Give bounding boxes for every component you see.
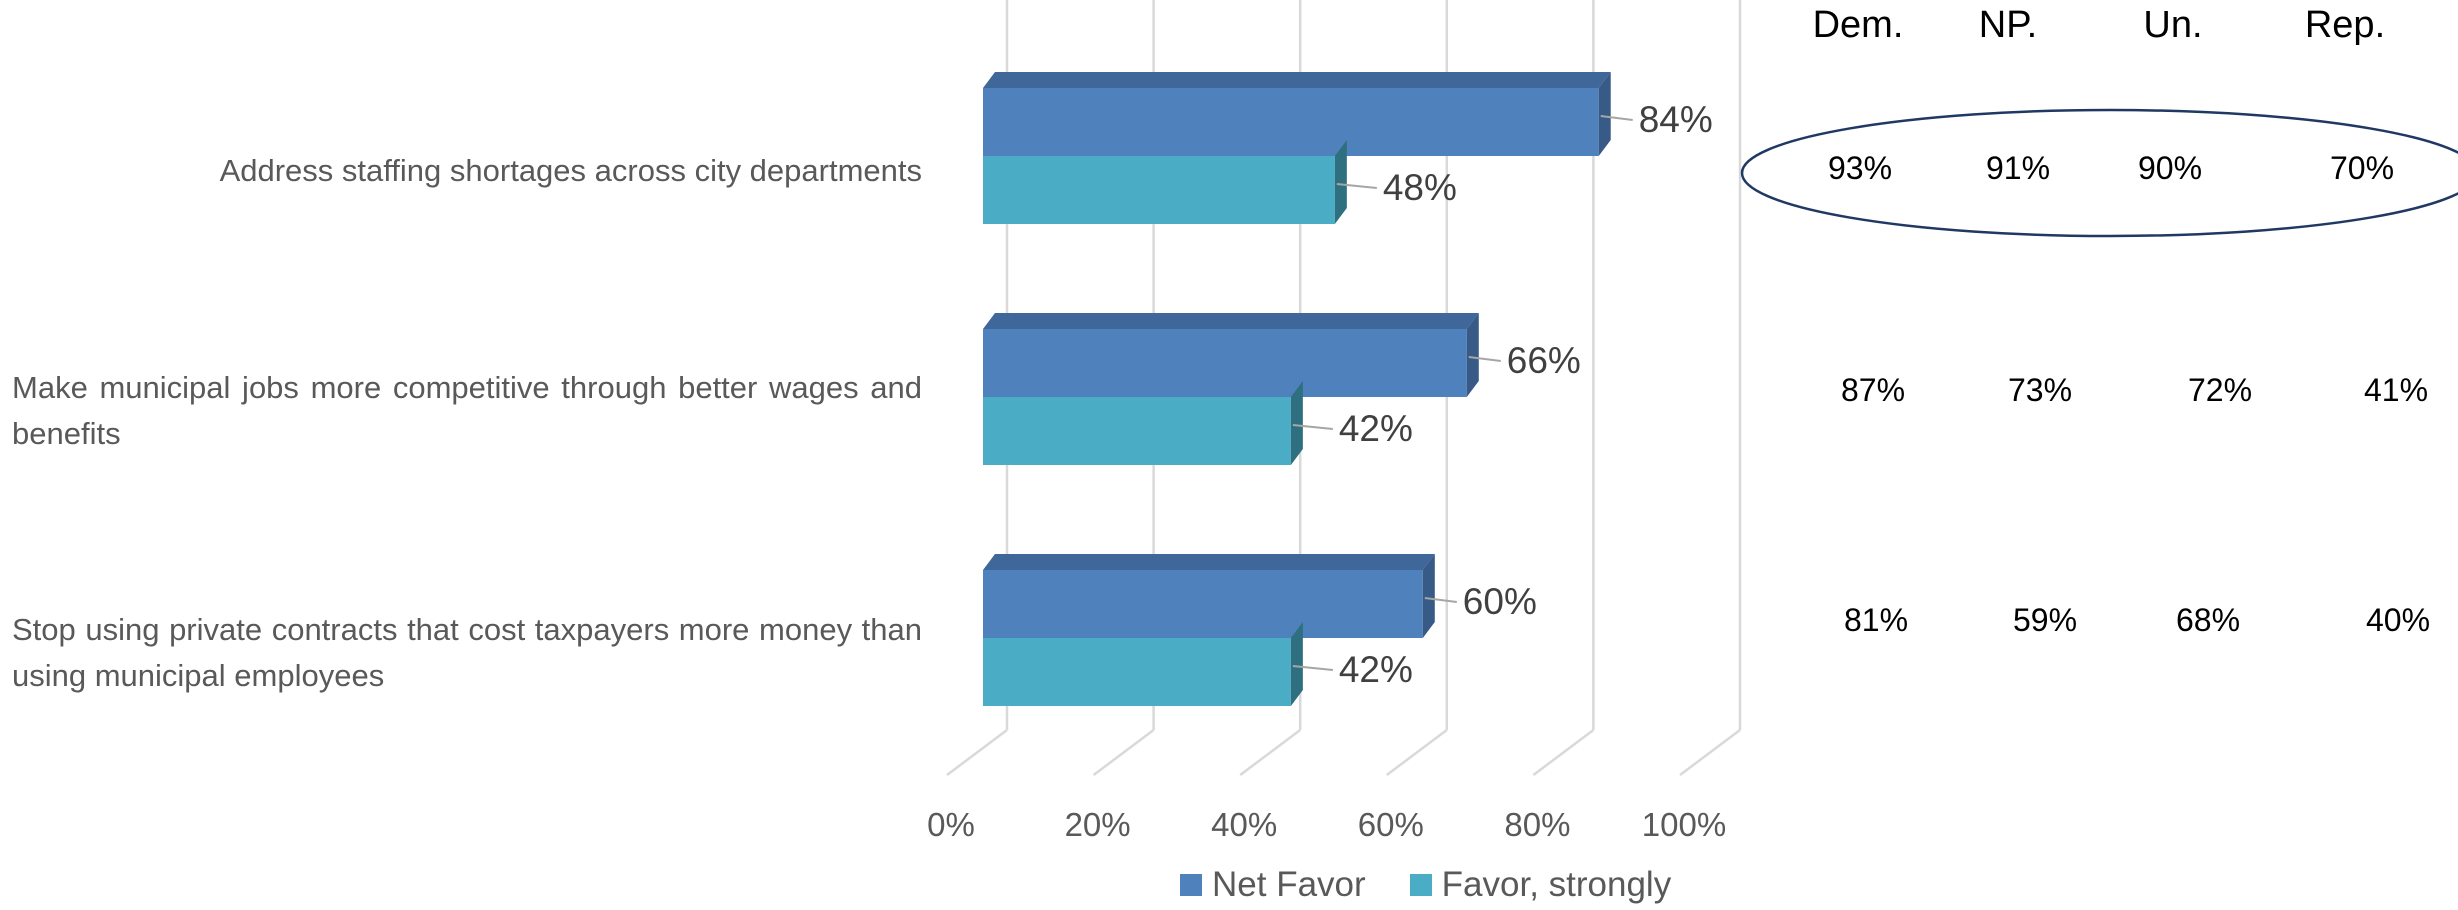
legend-swatch-favor-strongly	[1409, 874, 1432, 896]
bar-side-face	[1290, 381, 1303, 465]
bar-front-face	[983, 638, 1291, 706]
bar-side-face	[1290, 622, 1303, 706]
gridline-floor-2	[1239, 729, 1301, 776]
data-label-net-favor-1: 84%	[1639, 99, 1713, 140]
party-value-r3-np: 59%	[2012, 602, 2078, 638]
x-tick-label-0: 0%	[927, 806, 975, 843]
legend: Net Favor Favor, strongly	[1180, 865, 1671, 905]
category-label-3: Stop using private contracts that cost t…	[12, 612, 922, 693]
bar-net-favor-2	[983, 313, 1479, 397]
bar-favor-strongly-2	[983, 381, 1303, 465]
category-label-1: Address staffing shortages across city d…	[219, 153, 922, 188]
legend-label-favor-strongly: Favor, strongly	[1441, 865, 1672, 904]
leader-line	[1600, 115, 1633, 121]
party-header-dem: Dem.	[1812, 4, 1904, 46]
bar-top-face	[983, 313, 1479, 329]
leader-line	[1424, 597, 1457, 603]
bar-favor-strongly-1	[983, 140, 1347, 224]
data-label-net-favor-3: 60%	[1463, 581, 1537, 622]
legend-swatch-net-favor	[1180, 874, 1202, 896]
legend-label-net-favor: Net Favor	[1212, 865, 1366, 904]
x-tick-label-2: 40%	[1211, 806, 1277, 843]
party-value-r1-dem: 93%	[1827, 150, 1893, 186]
party-value-r3-rep: 40%	[2365, 602, 2431, 638]
highlight-ellipse	[1740, 108, 2458, 238]
bar-side-face	[1422, 554, 1435, 638]
data-label-favor-strongly-2: 42%	[1339, 408, 1413, 449]
bar-top-face	[983, 554, 1435, 570]
leader-line	[1336, 183, 1377, 189]
leader-line	[1292, 424, 1333, 430]
bar-front-face	[983, 88, 1599, 156]
bar-top-face	[983, 72, 1611, 88]
legend-item-net-favor: Net Favor	[1180, 865, 1366, 905]
gridline-floor-4	[1532, 729, 1595, 776]
data-label-net-favor-2: 66%	[1507, 340, 1581, 381]
party-header-un: Un.	[2143, 4, 2203, 46]
legend-item-favor-strongly: Favor, strongly	[1409, 865, 1672, 905]
x-tick-label-4: 80%	[1504, 806, 1570, 843]
data-label-favor-strongly-1: 48%	[1383, 167, 1457, 208]
bar-net-favor-3	[983, 554, 1435, 638]
x-tick-label-5: 100%	[1642, 806, 1726, 843]
gridline-floor-1	[1092, 729, 1155, 776]
bar-side-face	[1466, 313, 1479, 397]
x-tick-label-3: 60%	[1358, 806, 1424, 843]
party-header-rep: Rep.	[2304, 4, 2386, 46]
gridline-floor-0	[946, 729, 1008, 776]
gridline-floor-3	[1386, 729, 1448, 776]
party-header-np: NP.	[1978, 4, 2038, 46]
bar-net-favor-1	[983, 72, 1611, 156]
party-value-r3-un: 68%	[2175, 602, 2241, 638]
bar-side-face	[1334, 140, 1347, 224]
party-value-r1-un: 90%	[2137, 150, 2203, 186]
x-tick-label-1: 20%	[1065, 806, 1131, 843]
bar-front-face	[983, 570, 1423, 638]
leader-line	[1468, 356, 1501, 362]
leader-line	[1292, 665, 1333, 671]
party-value-r1-rep: 70%	[2329, 150, 2395, 186]
bars	[983, 72, 1611, 706]
party-value-r2-un: 72%	[2187, 372, 2253, 408]
bar-front-face	[983, 329, 1467, 397]
party-value-r2-rep: 41%	[2363, 372, 2429, 408]
party-value-r2-dem: 87%	[1840, 372, 1906, 408]
category-label-2: Make municipal jobs more competitive thr…	[12, 370, 922, 451]
party-value-r3-dem: 81%	[1843, 602, 1909, 638]
bar-front-face	[983, 156, 1335, 224]
bar-favor-strongly-3	[983, 622, 1303, 706]
party-value-r2-np: 73%	[2007, 372, 2073, 408]
x-axis-ticks: 0% 20% 40% 60% 80% 100%	[927, 806, 1726, 843]
gridline-floor-5	[1679, 729, 1741, 776]
bar-side-face	[1598, 72, 1611, 156]
data-label-favor-strongly-3: 42%	[1339, 649, 1413, 690]
bar-front-face	[983, 397, 1291, 465]
data-labels: 84% 48% 66% 42% 60% 42%	[1292, 99, 1713, 690]
party-value-r1-np: 91%	[1985, 150, 2051, 186]
